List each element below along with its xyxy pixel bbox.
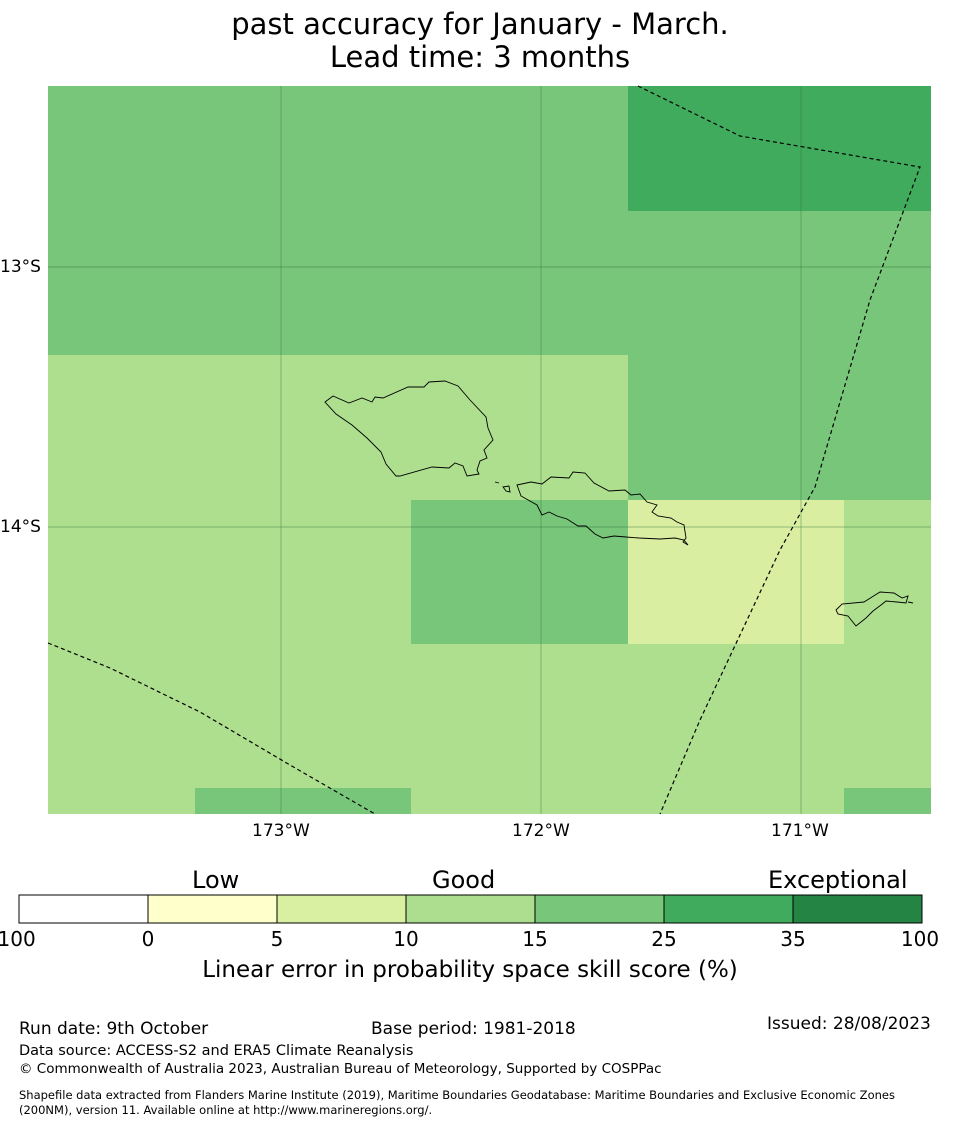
colorbar-tick-5: 5 (270, 927, 284, 951)
run-date: Run date: 9th October (19, 1019, 209, 1039)
shapefile-credit-line-2: (200NM), version 11. Available online at… (19, 1103, 433, 1117)
colorbar-segment-0-5 (148, 895, 277, 923)
colorbar-tick-10: 10 (393, 927, 419, 951)
colorbar-label: Linear error in probability space skill … (202, 957, 738, 983)
colorbar-segment-5-10 (277, 895, 406, 923)
island-outlines (324, 380, 914, 627)
map-cell-northeast-high (628, 86, 931, 211)
map-cell-upolu-block (411, 500, 628, 644)
lat-label-14s: 14°S (0, 517, 41, 537)
base-period: Base period: 1981-2018 (371, 1019, 576, 1039)
colorbar-segment-neg100-0 (19, 895, 148, 923)
map-title-line-2: Lead time: 3 months (329, 40, 631, 74)
lon-label-173w: 173°W (252, 821, 310, 841)
lon-label-172w: 172°W (512, 821, 570, 841)
lat-label-13s: 13°S (0, 257, 41, 277)
upolu-island-outline (516, 471, 689, 546)
colorbar (18, 894, 923, 924)
colorbar-tick-100: 100 (900, 927, 940, 951)
manono-island-outline (502, 485, 511, 493)
colorbar-category-low: Low (192, 866, 240, 894)
colorbar-tick-neg100: -100 (0, 927, 36, 951)
map-cell-south-strip-west (195, 788, 411, 814)
colorbar-category-exceptional: Exceptional (768, 866, 908, 894)
colorbar-tick-0: 0 (141, 927, 155, 951)
colorbar-segment-25-35 (664, 895, 793, 923)
colorbar-tick-15: 15 (522, 927, 548, 951)
aunuu-island-outline (907, 601, 914, 604)
shapefile-credit-line-1: Shapefile data extracted from Flanders M… (19, 1088, 895, 1102)
colorbar-category-good: Good (432, 866, 496, 894)
map-cell-south-strip-east (844, 788, 931, 814)
colorbar-segment-10-15 (406, 895, 535, 923)
colorbar-segment-35-100 (793, 895, 922, 923)
apolima-island-outline (494, 481, 500, 484)
colorbar-tick-25: 25 (651, 927, 677, 951)
maritime-boundary-lines (47, 85, 921, 815)
issued-date: Issued: 28/08/2023 (767, 1014, 931, 1034)
map-gridlines (48, 86, 931, 814)
tutuila-island-outline (835, 591, 909, 627)
copyright-notice: © Commonwealth of Australia 2023, Austra… (19, 1061, 662, 1077)
colorbar-tick-35: 35 (780, 927, 806, 951)
colorbar-segment-15-25 (535, 895, 664, 923)
savaii-island-outline (324, 380, 494, 477)
map-title-line-1: past accuracy for January - March. (231, 7, 729, 41)
map-cell-low-block (628, 500, 844, 644)
lon-label-171w: 171°W (771, 821, 829, 841)
map-cell-east-block (628, 355, 931, 500)
data-source: Data source: ACCESS-S2 and ERA5 Climate … (19, 1043, 414, 1059)
